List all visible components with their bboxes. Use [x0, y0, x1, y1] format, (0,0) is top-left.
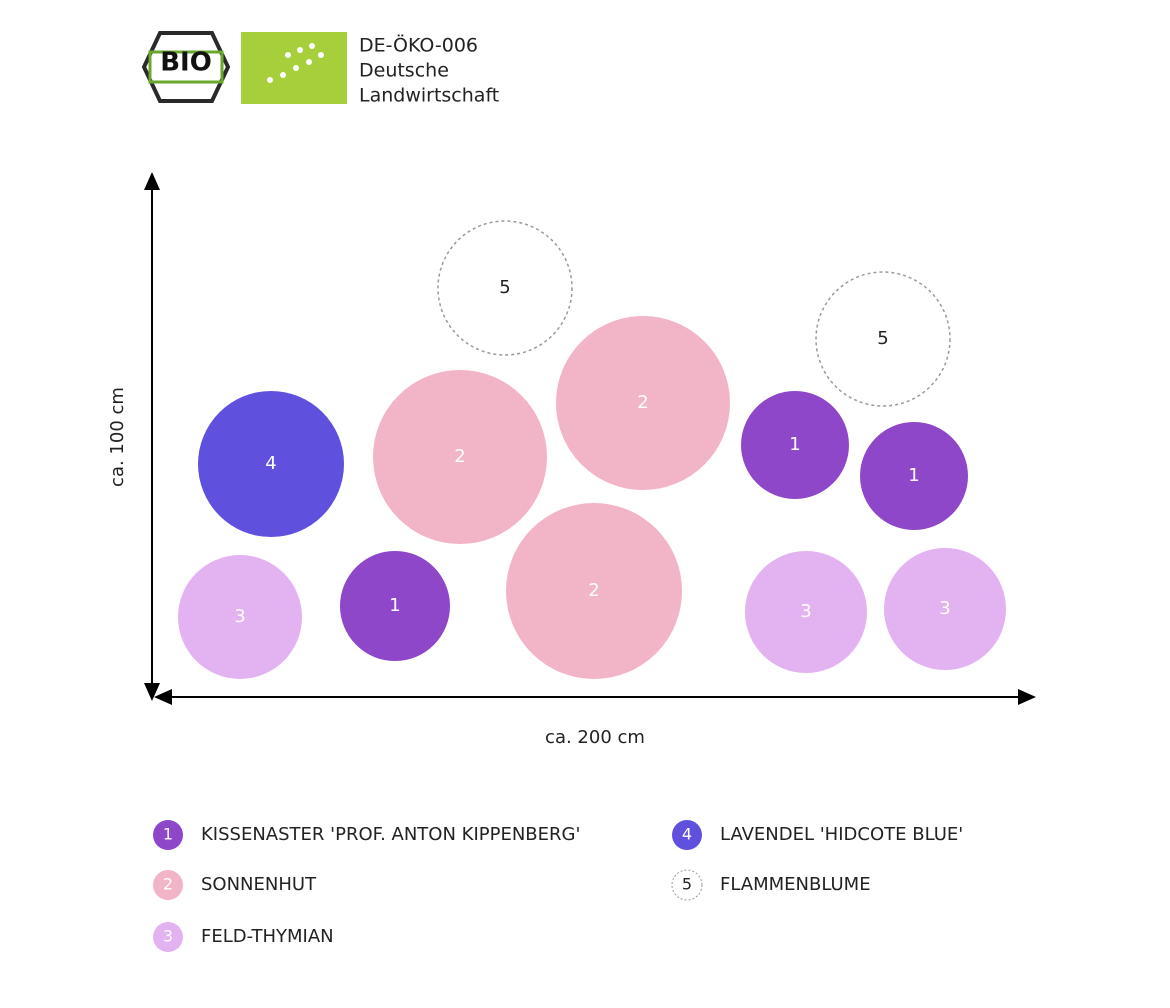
plant-number: 1: [389, 595, 400, 616]
plant-circle: [340, 551, 450, 661]
plant-circle: [556, 316, 730, 490]
legend-swatch: [153, 922, 183, 952]
plant-circle: [373, 370, 547, 544]
plant-circle: [178, 555, 302, 679]
legend-swatch: [671, 869, 703, 901]
plant-circle: [198, 391, 344, 537]
legend-name: FLAMMENBLUME: [720, 874, 871, 895]
legend-number: 3: [163, 927, 173, 946]
y-axis-label: ca. 100 cm: [107, 387, 128, 487]
legend-name: SONNENHUT: [201, 874, 317, 895]
legend-number: 5: [682, 875, 692, 894]
x-axis-label: ca. 200 cm: [545, 727, 645, 748]
eu-leaf: [267, 43, 324, 83]
cert-line: Deutsche: [359, 60, 449, 82]
bio-text: BIO: [160, 48, 212, 78]
plant-number: 3: [800, 601, 811, 622]
plant-number: 2: [637, 392, 648, 413]
legend-name: KISSENASTER 'PROF. ANTON KIPPENBERG': [201, 824, 580, 845]
plant-circle: [745, 551, 867, 673]
legend-swatch: [153, 870, 183, 900]
plant-circle: [860, 422, 968, 530]
legend-name: LAVENDEL 'HIDCOTE BLUE': [720, 824, 963, 845]
cert-line: Landwirtschaft: [359, 85, 499, 107]
plant-number: 3: [939, 598, 950, 619]
plant-circle: [741, 391, 849, 499]
plant-circle: [815, 271, 951, 407]
plant-number: 1: [789, 434, 800, 455]
legend-number: 4: [682, 825, 692, 844]
plant-number: 4: [265, 453, 276, 474]
legend-name: FELD-THYMIAN: [201, 926, 334, 947]
plant-circle: [506, 503, 682, 679]
plant-number: 5: [499, 277, 510, 298]
legend-swatch: [672, 820, 702, 850]
bio-logo: BIO: [141, 31, 231, 103]
plant-number: 2: [454, 446, 465, 467]
plant-number: 5: [877, 328, 888, 349]
plant-number: 1: [908, 465, 919, 486]
legend-number: 1: [163, 825, 173, 844]
plant-number: 2: [588, 580, 599, 601]
plant-number: 3: [234, 606, 245, 627]
legend-number: 2: [163, 875, 173, 894]
plant-circle: [884, 548, 1006, 670]
plant-circle: [437, 220, 573, 356]
cert-line: DE-ÖKO-006: [359, 34, 478, 57]
legend-swatch: [153, 820, 183, 850]
